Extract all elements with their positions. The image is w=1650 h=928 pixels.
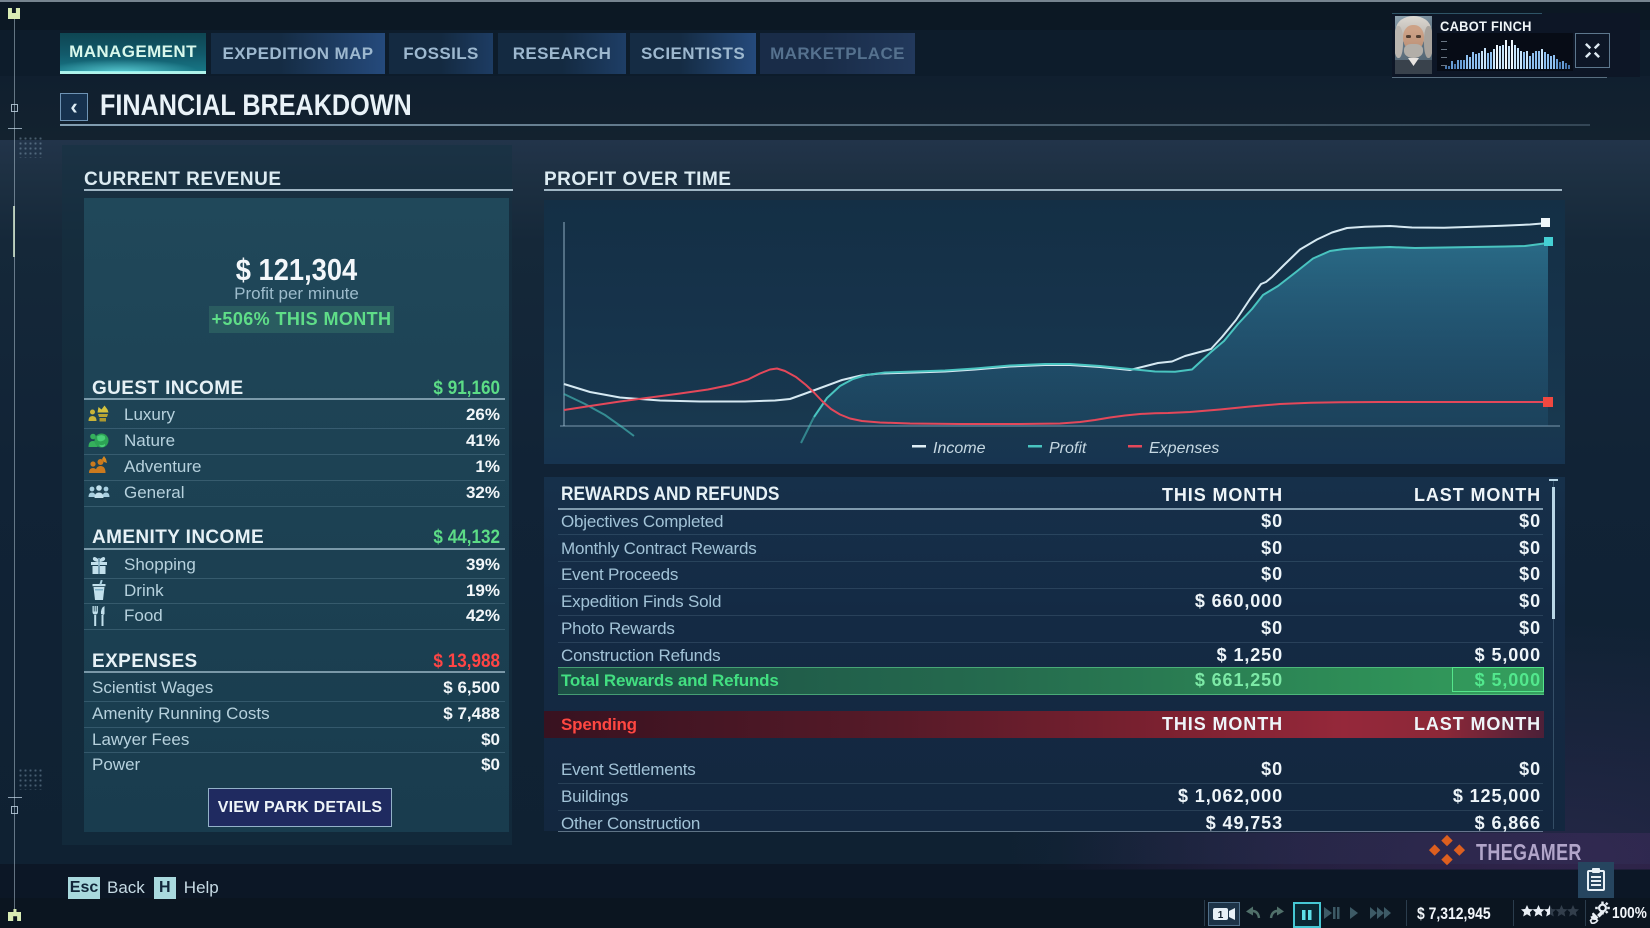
- svg-text:1: 1: [1218, 910, 1224, 921]
- svg-text:Income: Income: [933, 440, 986, 457]
- svg-text:Expenses: Expenses: [1149, 440, 1219, 457]
- svg-text:Profit: Profit: [1049, 440, 1087, 457]
